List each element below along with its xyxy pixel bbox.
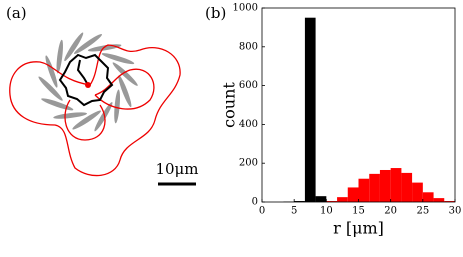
bar xyxy=(412,182,423,202)
y-tick-label: 1000 xyxy=(233,3,258,14)
bar xyxy=(422,192,434,202)
trajectory xyxy=(9,44,181,177)
bar xyxy=(379,169,391,202)
bar xyxy=(369,173,380,202)
x-axis-label: r [μm] xyxy=(333,219,384,238)
y-tick-label: 800 xyxy=(239,41,258,52)
bar xyxy=(390,168,402,202)
scale-bar-label: 10μm xyxy=(155,160,198,178)
panel-label: (b) xyxy=(205,4,226,22)
bar xyxy=(433,198,445,202)
y-tick-label: 0 xyxy=(252,197,258,208)
bar xyxy=(444,201,455,202)
x-tick-label: 20 xyxy=(384,206,397,217)
y-tick-label: 200 xyxy=(239,158,258,169)
body-path xyxy=(58,53,114,107)
panel-label: (a) xyxy=(6,4,27,22)
start-point xyxy=(85,82,91,88)
cell-shapes xyxy=(38,32,138,132)
x-tick-label: 10 xyxy=(320,206,333,217)
bar xyxy=(294,201,305,202)
x-tick-label: 0 xyxy=(259,206,265,217)
y-tick-label: 400 xyxy=(239,119,258,130)
bar xyxy=(304,17,316,203)
bar xyxy=(358,178,370,202)
x-tick-label: 25 xyxy=(416,206,429,217)
panel-a: (a) 10μm xyxy=(6,4,199,186)
y-axis-label: count xyxy=(220,82,239,128)
x-tick-label: 15 xyxy=(352,206,365,217)
y-tick-label: 600 xyxy=(239,80,258,91)
bar xyxy=(347,187,359,202)
bar xyxy=(337,197,348,202)
bar xyxy=(326,201,338,202)
x-tick-label: 5 xyxy=(291,206,297,217)
bar xyxy=(315,196,327,202)
bar xyxy=(401,172,413,202)
x-tick-label: 30 xyxy=(449,206,462,217)
plot-frame xyxy=(261,7,456,203)
